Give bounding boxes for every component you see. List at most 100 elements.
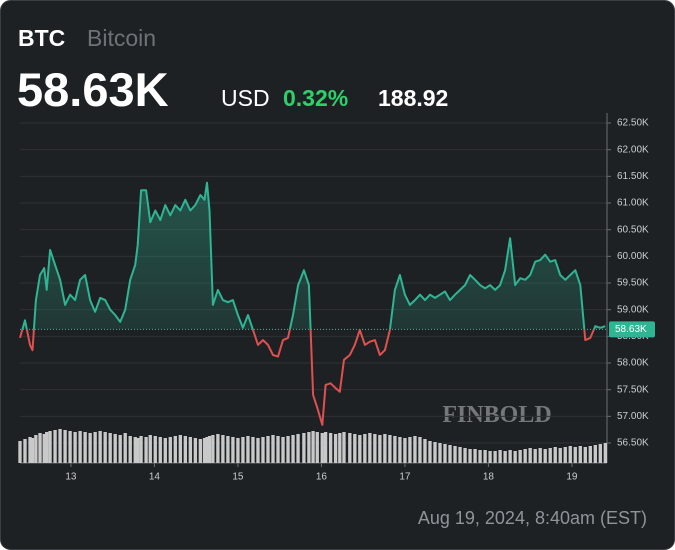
volume-bar (286, 436, 290, 463)
volume-bar (45, 432, 49, 463)
volume-bar (241, 437, 245, 463)
volume-bar (108, 433, 112, 463)
y-tick-label: 60.00K (617, 251, 649, 262)
volume-bar (503, 451, 507, 463)
volume-bar (543, 449, 547, 463)
volume-bar (133, 437, 137, 463)
volume-bar (528, 448, 532, 463)
volume-bar (578, 446, 582, 463)
volume-bar (103, 432, 107, 463)
volume-bar (598, 444, 602, 463)
ticker: BTC (18, 25, 65, 51)
volume-bar (144, 437, 148, 463)
volume-bar (383, 434, 387, 463)
y-tick-label: 58.00K (617, 358, 649, 369)
volume-bar (291, 435, 295, 463)
volume-bar (403, 438, 407, 463)
volume-bar (433, 442, 437, 463)
volume-bar (353, 434, 357, 463)
volume-bar (188, 437, 193, 463)
volume-bar (428, 441, 432, 463)
volume-bar (307, 432, 311, 463)
y-tick-label: 57.00K (617, 411, 649, 422)
volume-bar (333, 434, 338, 463)
volume-bar (73, 432, 77, 463)
volume-bar (458, 447, 462, 463)
volume-bar (136, 438, 140, 463)
volume-bar (207, 436, 212, 463)
volume-bar (193, 438, 198, 463)
volume-bar (231, 437, 235, 463)
y-tick-label: 59.00K (617, 304, 649, 315)
volume-bar (315, 432, 319, 463)
x-tick-label: 13 (65, 472, 77, 483)
y-tick-label: 56.50K (617, 438, 649, 449)
change-pct: 0.32% (283, 85, 348, 111)
volume-bar (178, 435, 182, 463)
volume-bar (328, 433, 333, 463)
volume-bar (128, 436, 132, 463)
volume-bar (173, 436, 177, 463)
volume-bar (168, 437, 172, 463)
volume-bar (388, 435, 392, 463)
volume-bar (251, 437, 255, 463)
volume-bar (236, 438, 240, 463)
volume-bar (271, 435, 275, 463)
volume-bar (311, 431, 315, 463)
volume-bar (58, 429, 62, 463)
x-tick-label: 14 (149, 472, 161, 483)
volume-bar (83, 432, 87, 463)
x-tick-label: 17 (399, 472, 411, 483)
asset-name: Bitcoin (87, 25, 156, 51)
volume-bar (358, 435, 362, 463)
volume-bar (493, 451, 497, 463)
volume-bar (48, 431, 52, 463)
volume-bar (78, 431, 82, 463)
volume-bar (438, 443, 442, 463)
volume-bar (348, 433, 352, 463)
y-tick-label: 60.50K (617, 224, 649, 235)
volume-bar (448, 445, 452, 463)
volume-bar (246, 436, 250, 463)
volume-bar (368, 433, 372, 463)
y-tick-label: 62.50K (617, 118, 649, 129)
volume-bar (533, 449, 537, 463)
volume-bar (153, 436, 157, 463)
volume-bar (398, 437, 402, 463)
y-tick-label: 61.50K (617, 171, 649, 182)
volume-bar (553, 447, 557, 463)
volume-bar (63, 430, 67, 463)
volume-bar (418, 437, 422, 463)
volume-bar (488, 451, 492, 463)
volume-bar (163, 438, 167, 463)
volume-bar (508, 450, 512, 463)
x-tick-label: 18 (483, 472, 495, 483)
volume-bar (68, 431, 72, 463)
line-up (21, 181, 606, 330)
volume-bar (276, 436, 280, 463)
volume-bar (320, 433, 324, 463)
volume-bar (363, 434, 367, 463)
volume-bar (53, 430, 57, 463)
y-tick-label: 61.00K (617, 198, 649, 209)
volume-bar (568, 446, 572, 463)
volume-bar (266, 436, 270, 463)
volume-bar (518, 450, 522, 463)
timestamp: Aug 19, 2024, 8:40am (EST) (418, 508, 647, 528)
price-badge-label: 58.63K (615, 324, 647, 335)
x-tick-label: 15 (232, 472, 244, 483)
volume-bar (261, 437, 265, 463)
volume-bar (393, 436, 397, 463)
volume-bar (523, 449, 527, 463)
volume-bar (98, 431, 102, 463)
volume-bar (296, 434, 300, 463)
volume-bar (378, 435, 382, 463)
volume-bar (323, 432, 328, 463)
volume-bar (113, 434, 117, 463)
volume-bar (34, 435, 38, 463)
volume-bar (468, 449, 472, 463)
volume-bar (338, 433, 342, 463)
volume-bar (221, 435, 225, 463)
volume-bar (583, 447, 587, 463)
